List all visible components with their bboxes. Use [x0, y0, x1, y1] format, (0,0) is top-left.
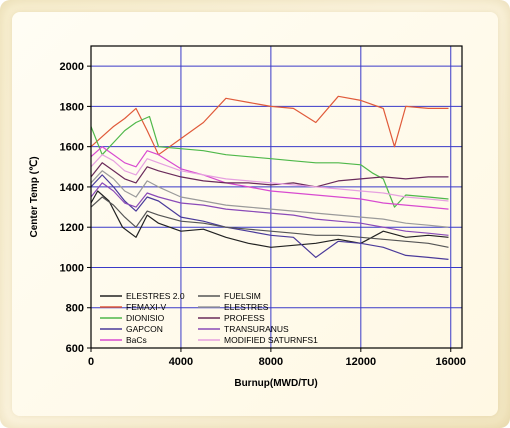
legend-label: ELESTRES	[224, 302, 269, 312]
y-tick-label: 1600	[60, 142, 84, 154]
y-tick-label: 800	[66, 303, 84, 315]
tick-layer: 600 800 1000 1200 1400 1600 1800 2000 0 4000 8000 1…	[60, 61, 467, 368]
series-line-2	[90, 115, 449, 208]
x-tick-label: 4000	[169, 356, 193, 368]
series-line-9	[90, 154, 449, 202]
series-line-3	[90, 174, 449, 260]
x-tick-label: 0	[88, 356, 94, 368]
y-axis-label: Center Temp (℃)	[29, 156, 40, 237]
series-layer	[90, 95, 449, 260]
plot-area-border	[90, 45, 463, 349]
legend-label: FUELSIM	[224, 291, 261, 301]
x-tick-label: 12000	[346, 356, 377, 368]
series-line-5	[90, 196, 449, 248]
legend-label: TRANSURANUS	[224, 324, 289, 334]
legend-label: FEMAXI-V	[126, 302, 166, 312]
series-line-1	[90, 95, 449, 156]
series-line-4	[90, 146, 449, 210]
series-line-0	[90, 190, 449, 248]
legend-label: DIONISIO	[126, 313, 165, 323]
legend-label: PROFESS	[224, 313, 265, 323]
legend-label: BaCs	[126, 335, 147, 345]
series-line-8	[90, 182, 449, 236]
legend-label: ELESTRES 2.0	[126, 291, 185, 301]
series-line-7	[90, 162, 449, 188]
x-tick-label: 8000	[259, 356, 283, 368]
legend-label: MODIFIED SATURNFS1	[224, 335, 318, 345]
x-tick-label: 16000	[435, 356, 466, 368]
chart-card	[12, 12, 498, 416]
y-tick-label: 1400	[60, 182, 84, 194]
x-axis-label: Burnup(MWD/TU)	[234, 378, 317, 389]
y-tick-label: 2000	[60, 61, 84, 73]
y-tick-label: 1200	[60, 222, 84, 234]
series-line-6	[90, 170, 449, 228]
y-tick-label: 1800	[60, 101, 84, 113]
y-tick-label: 600	[66, 343, 84, 355]
legend-label: GAPCON	[126, 324, 163, 334]
y-tick-label: 1000	[60, 262, 84, 274]
